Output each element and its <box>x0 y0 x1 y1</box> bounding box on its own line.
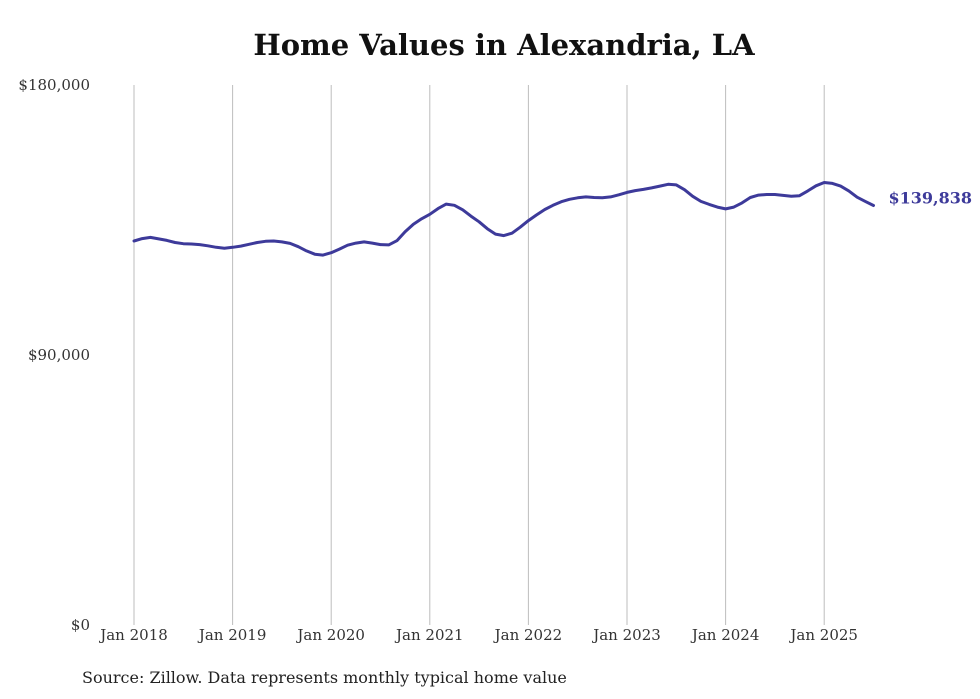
y-tick-label: $90,000 <box>28 346 90 364</box>
x-tick-label: Jan 2021 <box>394 626 464 644</box>
x-tick-label: Jan 2023 <box>591 626 661 644</box>
series-line <box>132 181 875 257</box>
source-note: Source: Zillow. Data represents monthly … <box>82 668 567 687</box>
chart-title: Home Values in Alexandria, LA <box>253 28 755 62</box>
y-tick-label: $0 <box>71 616 90 634</box>
y-tick-label: $180,000 <box>18 76 90 94</box>
end-value-label: $139,838 <box>889 188 973 207</box>
x-axis: Jan 2018 Jan 2019 Jan 2020 Jan 2021 Jan 2022… <box>98 626 858 644</box>
x-tick-label: Jan 2020 <box>295 626 365 644</box>
x-tick-label: Jan 2018 <box>98 626 168 644</box>
x-tick-label: Jan 2022 <box>493 626 563 644</box>
y-axis: $180,000 $90,000 $0 <box>18 76 90 634</box>
series-layer: $139,838 <box>132 181 973 257</box>
x-tick-label: Jan 2025 <box>788 626 858 644</box>
x-tick-label: Jan 2024 <box>690 626 760 644</box>
gridlines <box>133 85 825 625</box>
x-tick-label: Jan 2019 <box>197 626 267 644</box>
